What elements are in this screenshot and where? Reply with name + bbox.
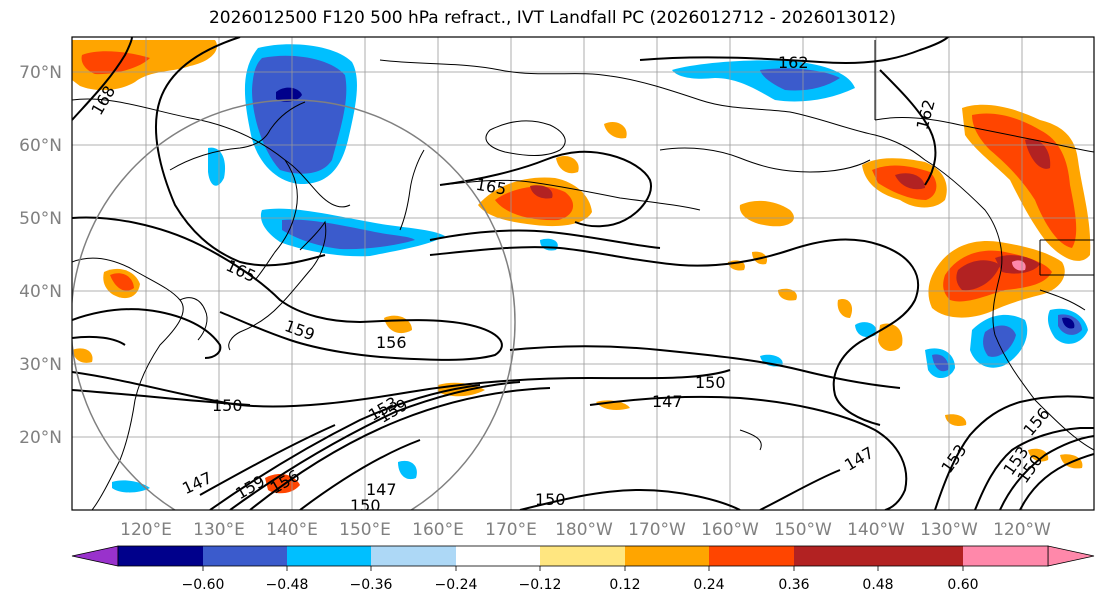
latitude-label: 70°N [19, 63, 62, 83]
contour-label: 150 [350, 496, 381, 515]
colorbar-segment [118, 546, 203, 566]
longitude-label: 120°E [120, 520, 172, 540]
longitude-label: 170°E [485, 520, 537, 540]
longitude-label: 140°E [266, 520, 318, 540]
range-circle [72, 99, 516, 510]
colorbar-tick-label: 0.12 [609, 577, 640, 593]
colorbar-segment [794, 546, 878, 566]
colorbar-tick-label: 0.24 [693, 577, 724, 593]
longitude-label: 120°W [993, 520, 1051, 540]
colorbar-tick-label: −0.36 [350, 577, 393, 593]
contour-label: 162 [778, 53, 809, 72]
longitude-labels: 120°E 130°E 140°E 150°E 160°E 170°E 180°… [120, 520, 1051, 540]
latitude-label: 50°N [19, 209, 62, 229]
colorbar-tick-label: −0.24 [435, 577, 478, 593]
latitude-label: 20°N [19, 428, 62, 448]
coastlines [72, 40, 1094, 510]
colorbar-ticks [202, 566, 964, 571]
shaded-anomaly-layer [72, 40, 1091, 494]
contour-label: 147 [652, 392, 683, 411]
colorbar-tick-label: −0.60 [182, 577, 225, 593]
colorbar-tick-label: −0.48 [266, 577, 309, 593]
contour-label: 147 [366, 480, 397, 499]
map-title: 2026012500 F120 500 hPa refract., IVT La… [208, 8, 896, 28]
colorbar: −0.60 −0.48 −0.36 −0.24 −0.12 0.12 0.24 … [71, 545, 1095, 593]
colorbar-tick-label: −0.12 [519, 577, 562, 593]
longitude-label: 130°W [920, 520, 978, 540]
colorbar-segment [709, 546, 794, 566]
colorbar-segment [203, 546, 287, 566]
longitude-label: 160°W [701, 520, 759, 540]
refractivity-contours [72, 37, 1094, 510]
colorbar-frame [117, 545, 1049, 567]
colorbar-segment [625, 546, 709, 566]
longitude-label: 150°W [774, 520, 832, 540]
colorbar-segment [540, 546, 625, 566]
gridlines [72, 37, 1094, 510]
colorbar-extend-right [1047, 545, 1095, 567]
contour-label: 150 [212, 396, 243, 415]
longitude-label: 180°W [555, 520, 613, 540]
colorbar-segment [878, 546, 963, 566]
longitude-label: 130°E [193, 520, 245, 540]
colorbar-extend-left [71, 545, 119, 567]
map-border [71, 36, 1095, 511]
latitude-labels: 70°N 60°N 50°N 40°N 30°N 20°N [19, 63, 62, 448]
contour-label: 156 [376, 333, 407, 352]
latitude-label: 30°N [19, 355, 62, 375]
colorbar-tick-label: 0.48 [862, 577, 893, 593]
colorbar-segment [371, 546, 456, 566]
colorbar-tick-label: 0.36 [778, 577, 809, 593]
longitude-label: 160°E [412, 520, 464, 540]
colorbar-segment [287, 546, 371, 566]
contour-label-group: 168 162 162 165 165 159 156 150 150 147 … [87, 53, 1053, 515]
contour-label: 150 [535, 490, 566, 509]
longitude-label: 170°W [628, 520, 686, 540]
longitude-label: 150°E [339, 520, 391, 540]
colorbar-segment [963, 546, 1048, 566]
colorbar-tick-label: 0.60 [947, 577, 978, 593]
longitude-label: 140°W [847, 520, 905, 540]
latitude-label: 60°N [19, 136, 62, 156]
colorbar-segment [456, 546, 540, 566]
contour-label: 150 [695, 373, 726, 392]
map-background [72, 37, 1094, 510]
latitude-label: 40°N [19, 282, 62, 302]
